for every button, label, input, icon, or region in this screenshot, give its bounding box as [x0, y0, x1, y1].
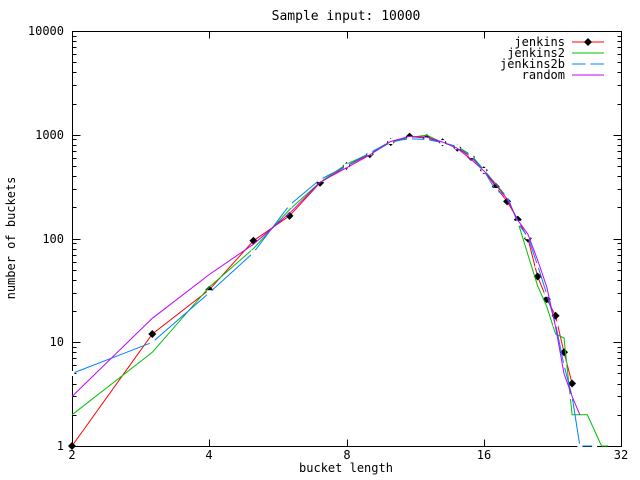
square-marker	[553, 321, 559, 327]
square-marker	[535, 262, 541, 268]
x-axis-label: bucket length	[299, 461, 393, 475]
axes	[72, 31, 622, 447]
x-tick-label: 2	[68, 448, 75, 462]
legend-entry-jenkins: jenkins	[514, 35, 604, 49]
square-marker	[577, 443, 583, 449]
square-marker	[424, 137, 430, 142]
x-tick-label: 4	[205, 448, 212, 462]
square-marker	[493, 188, 499, 193]
diamond-marker	[285, 211, 294, 220]
series-line-random	[71, 135, 581, 415]
diamond-marker	[68, 442, 76, 450]
series-line-jenkins2b	[71, 138, 595, 447]
legend-entry-jenkins2b: jenkins2b	[500, 57, 604, 71]
legend-entry-jenkins2: jenkins2	[507, 46, 604, 60]
y-tick-label: 1	[57, 439, 64, 453]
square-marker	[592, 443, 598, 449]
x-tick-label: 8	[343, 448, 350, 462]
y-axis-label: number of buckets	[4, 177, 18, 300]
square-marker	[468, 153, 474, 159]
square-marker	[344, 163, 349, 169]
square-marker	[250, 250, 256, 256]
square-marker	[206, 290, 212, 296]
diamond-marker	[584, 38, 592, 46]
legend-entry-random: random	[522, 68, 604, 82]
square-marker	[525, 234, 531, 240]
y-tick-label: 10000	[28, 24, 64, 38]
legend-label: jenkins2	[507, 46, 565, 60]
square-marker	[407, 136, 413, 142]
x-tick-label: 32	[614, 448, 628, 462]
square-marker	[317, 177, 323, 182]
series-jenkins2	[71, 134, 609, 447]
legend-label: jenkins2b	[500, 57, 565, 71]
diamond-marker	[148, 330, 157, 338]
x-tick-label: 16	[477, 448, 491, 462]
plot-generated: 2 4 8 16 32 1 10 100 1000 10000 jenkinsjenkins2jen…	[28, 24, 628, 462]
square-marker	[69, 371, 75, 376]
tick-labels: 2 4 8 16 32 1 10 100 1000 10000	[28, 24, 628, 462]
series-jenkins2b	[69, 136, 598, 449]
square-marker	[585, 61, 591, 67]
chart-title: Sample input: 10000	[272, 9, 421, 24]
square-marker	[504, 193, 510, 199]
series-random	[71, 135, 581, 415]
square-marker	[287, 202, 292, 208]
square-marker	[454, 144, 460, 150]
legend-label: random	[522, 68, 565, 82]
y-tick-label: 10	[50, 335, 64, 349]
plot-border	[72, 31, 622, 447]
square-marker	[544, 291, 550, 297]
y-tick-label: 100	[42, 232, 64, 246]
diamond-marker	[568, 379, 577, 388]
square-marker	[149, 339, 155, 345]
square-marker	[515, 220, 521, 226]
y-tick-label: 1000	[35, 128, 64, 142]
square-marker	[367, 150, 373, 156]
series-line-jenkins2	[71, 134, 609, 447]
legend-label: jenkins	[514, 35, 565, 49]
square-marker	[561, 362, 567, 368]
